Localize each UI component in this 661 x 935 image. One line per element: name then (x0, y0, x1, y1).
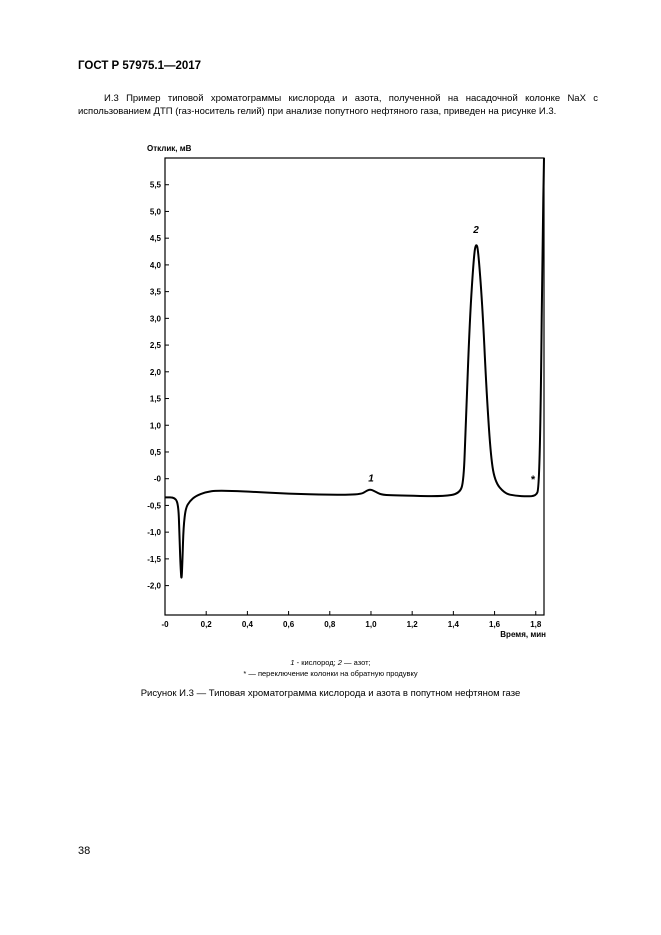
standard-header: ГОСТ Р 57975.1—2017 (78, 60, 202, 72)
y-tick-label: 5,0 (150, 207, 162, 216)
legend-line-1: 1 - кислород; 2 — азот; (0, 657, 661, 668)
x-tick-label: 0,8 (324, 620, 336, 629)
intro-text: И.3 Пример типовой хроматограммы кислоро… (78, 93, 598, 117)
y-tick-label: 4,0 (150, 261, 162, 270)
peak-annotation: 2 (472, 225, 479, 236)
y-tick-label: -2,0 (147, 582, 161, 591)
legend-line-2: * — переключение колонки на обратную про… (243, 669, 418, 678)
y-axis-label: Отклик, мВ (147, 144, 192, 153)
y-tick-label: 3,0 (150, 314, 162, 323)
peak-annotation: * (531, 474, 536, 486)
y-tick-label: -1,0 (147, 528, 161, 537)
legend-text-oxygen: - кислород; (294, 658, 338, 667)
y-tick-label: 3,5 (150, 288, 162, 297)
x-tick-label: 1,2 (407, 620, 419, 629)
legend-num-nitrogen: 2 (337, 658, 342, 667)
y-tick-label: -0,5 (147, 501, 161, 510)
x-tick-label: 1,4 (448, 620, 460, 629)
y-tick-label: 2,5 (150, 341, 162, 350)
x-tick-label: 0,4 (242, 620, 254, 629)
x-tick-label: 0,2 (201, 620, 213, 629)
intro-paragraph: И.3 Пример типовой хроматограммы кислоро… (78, 92, 598, 118)
y-tick-label: 2,0 (150, 368, 162, 377)
legend-text-nitrogen: — азот; (341, 658, 371, 667)
y-tick-label: 1,5 (150, 395, 162, 404)
figure-caption: Рисунок И.3 — Типовая хроматограмма кисл… (140, 688, 521, 699)
x-axis-label: Время, мин (500, 630, 546, 639)
x-tick-label: 1,6 (489, 620, 501, 629)
chromatogram-line (165, 157, 545, 579)
peak-annotation: 1 (368, 473, 374, 484)
x-tick-label: 1,8 (530, 620, 542, 629)
y-tick-label: 1,0 (150, 421, 162, 430)
y-tick-label: 5,5 (150, 181, 162, 190)
x-tick-label: -0 (161, 620, 169, 629)
chromatogram-chart: 5,5 5,0 4,5 4,0 3,5 3,0 2,5 2,0 1,5 1,0 0,5 -0 -0,5 -… (147, 144, 546, 639)
y-tick-label: 4,5 (150, 234, 162, 243)
y-tick-label: -1,5 (147, 555, 161, 564)
legend-num-oxygen: 1 (290, 658, 295, 667)
x-tick-label: 0,6 (283, 620, 295, 629)
page-number: 38 (78, 845, 91, 857)
x-tick-label: 1,0 (365, 620, 377, 629)
y-tick-label: 0,5 (150, 448, 162, 457)
y-tick-label: -0 (154, 475, 162, 484)
plot-frame (164, 157, 545, 616)
